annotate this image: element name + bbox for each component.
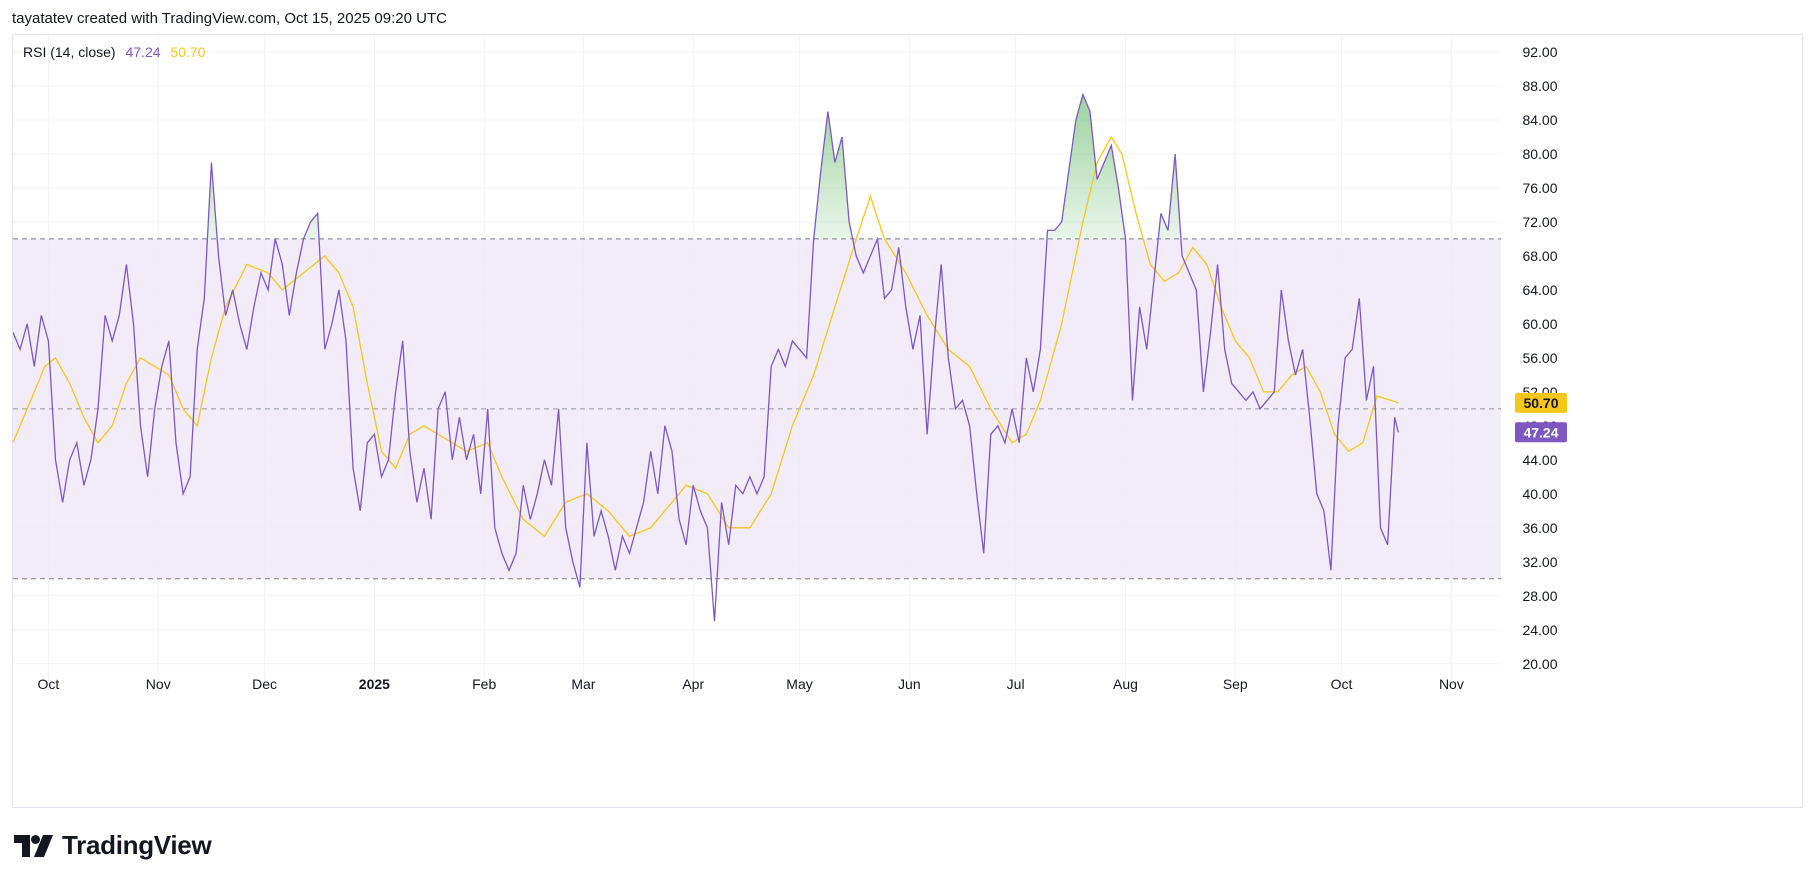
y-axis: 20.0024.0028.0032.0036.0040.0044.0048.00… — [1522, 44, 1557, 672]
y-tick-label: 28.00 — [1522, 588, 1557, 604]
x-tick-label: Nov — [146, 676, 171, 692]
x-tick-label: Sep — [1223, 676, 1248, 692]
y-tick-label: 44.00 — [1522, 452, 1557, 468]
x-tick-label: Oct — [38, 676, 60, 692]
indicator-name: RSI (14, close) — [23, 44, 116, 60]
tradingview-logo-icon — [14, 834, 53, 857]
tradingview-wordmark: TradingView — [62, 830, 212, 860]
rsi-line — [13, 92, 1399, 622]
value-badge-bg — [1515, 392, 1567, 413]
y-tick-label: 20.00 — [1522, 656, 1557, 672]
value-badge-label: 50.70 — [1523, 395, 1558, 411]
y-tick-label: 84.00 — [1522, 112, 1557, 128]
y-tick-label: 80.00 — [1522, 146, 1557, 162]
y-tick-label: 68.00 — [1522, 248, 1557, 264]
x-tick-label: Oct — [1331, 676, 1353, 692]
tradingview-logo[interactable]: TradingView — [14, 830, 212, 861]
rsi-chart[interactable]: 20.0024.0028.0032.0036.0040.0044.0048.00… — [13, 35, 1802, 807]
y-tick-label: 64.00 — [1522, 282, 1557, 298]
y-tick-label: 56.00 — [1522, 350, 1557, 366]
x-tick-label: May — [786, 676, 812, 692]
x-tick-label: 2025 — [359, 676, 390, 692]
x-tick-label: Feb — [472, 676, 496, 692]
y-tick-label: 92.00 — [1522, 44, 1557, 60]
y-tick-label: 88.00 — [1522, 78, 1557, 94]
y-tick-label: 76.00 — [1522, 180, 1557, 196]
chart-frame[interactable]: 20.0024.0028.0032.0036.0040.0044.0048.00… — [12, 34, 1803, 808]
legend-ma-value: 50.70 — [170, 44, 206, 60]
x-tick-label: Jul — [1007, 676, 1025, 692]
value-badge-label: 47.24 — [1523, 424, 1558, 440]
y-tick-label: 40.00 — [1522, 486, 1557, 502]
y-tick-label: 32.00 — [1522, 554, 1557, 570]
x-tick-label: Aug — [1113, 676, 1138, 692]
y-tick-label: 36.00 — [1522, 520, 1557, 536]
rsi-ma-line — [13, 135, 1399, 538]
x-tick-label: Mar — [571, 676, 595, 692]
x-tick-label: Nov — [1439, 676, 1464, 692]
x-tick-label: Dec — [252, 676, 277, 692]
legend-rsi-value: 47.24 — [125, 44, 161, 60]
y-tick-label: 60.00 — [1522, 316, 1557, 332]
x-tick-label: Jun — [898, 676, 921, 692]
x-axis: Oct Nov Dec 2025 Feb Mar Apr May Jun Jul Aug Sep Oct… — [38, 676, 1464, 692]
y-tick-label: 72.00 — [1522, 214, 1557, 230]
x-tick-label: Apr — [682, 676, 704, 692]
overbought-fill — [207, 94, 1181, 239]
value-badges: 50.70 47.24 — [1515, 392, 1567, 443]
indicator-legend[interactable]: RSI (14, close) 47.24 50.70 — [23, 44, 205, 60]
chart-attribution: tayatatev created with TradingView.com, … — [12, 10, 447, 27]
y-tick-label: 24.00 — [1522, 622, 1557, 638]
value-badge-bg — [1515, 422, 1567, 443]
